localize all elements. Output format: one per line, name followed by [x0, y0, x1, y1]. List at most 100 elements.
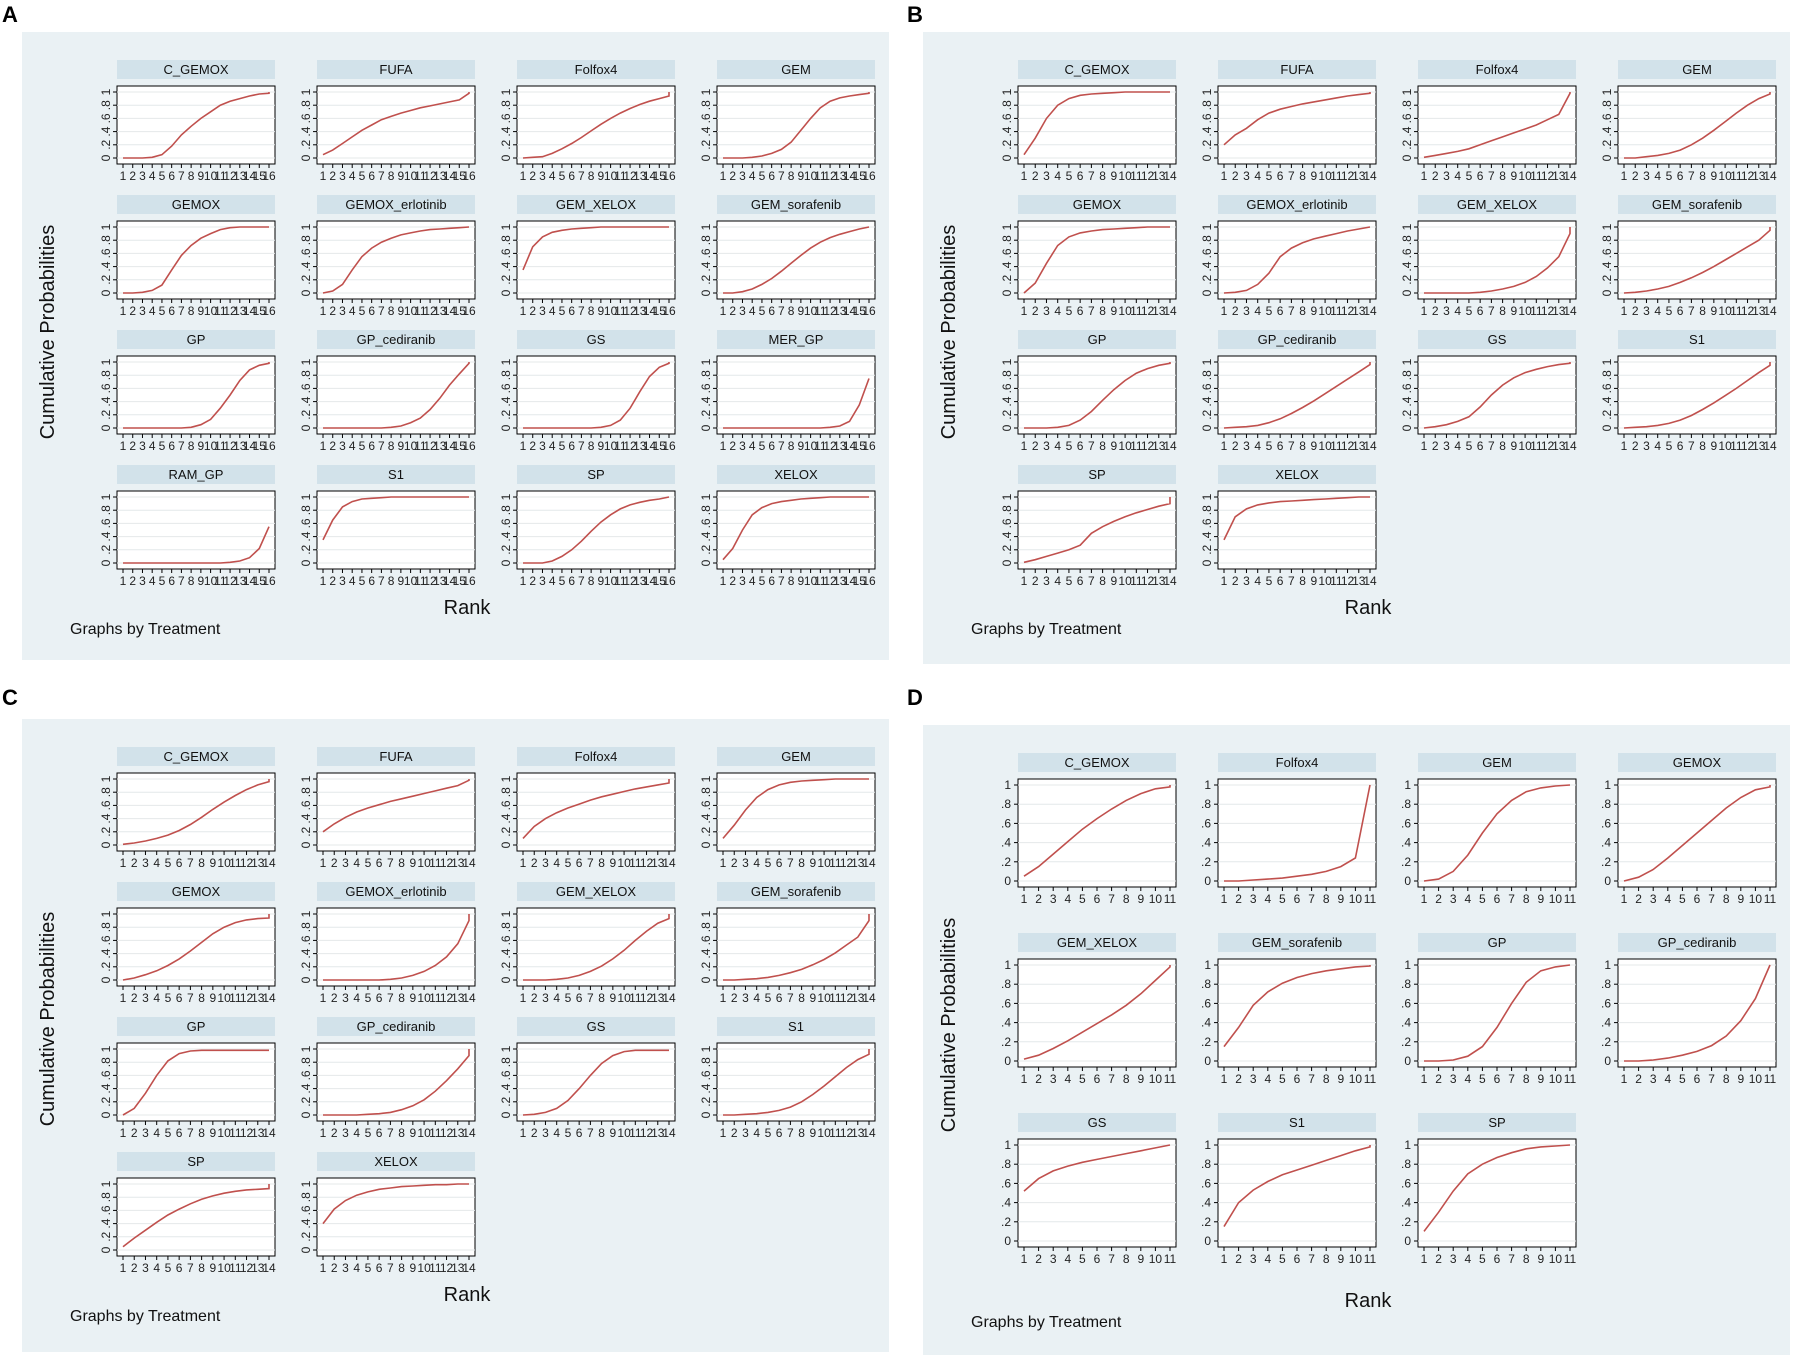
subplot-title: GS	[587, 1019, 606, 1034]
x-tick-label: 3	[739, 439, 746, 453]
x-tick-label: 13	[233, 439, 247, 453]
x-tick-label: 2	[1435, 892, 1442, 906]
x-tick-label: 10	[1349, 1072, 1363, 1086]
series-line	[722, 778, 869, 839]
y-tick-label: 0	[499, 154, 513, 161]
y-tick-label: .2	[299, 544, 313, 554]
y-tick-label: .6	[1601, 816, 1611, 830]
y-tick-label: 1	[699, 223, 713, 230]
x-tick-label: 10	[1718, 169, 1732, 183]
subplot-title: FUFA	[379, 749, 413, 764]
x-tick-label: 1	[1221, 1072, 1228, 1086]
y-tick-label: 1	[699, 910, 713, 917]
plot-area	[716, 85, 876, 165]
x-tick-label: 12	[1741, 439, 1755, 453]
x-tick-label: 4	[153, 856, 160, 870]
y-tick-label: 1	[1604, 778, 1611, 792]
x-tick-label: 2	[329, 169, 336, 183]
x-tick-label: 15	[853, 304, 867, 318]
x-tick-label: 9	[1511, 439, 1518, 453]
x-tick-label: 8	[1499, 439, 1506, 453]
x-tick-label: 3	[742, 1126, 749, 1140]
x-tick-label: 12	[1541, 169, 1555, 183]
x-tick-label: 13	[451, 1261, 465, 1275]
series-line	[723, 1049, 870, 1116]
y-tick-label: .4	[1201, 1016, 1211, 1030]
x-tick-label: 10	[417, 856, 431, 870]
x-tick-label: 14	[1563, 169, 1577, 183]
subplot-title: SP	[1488, 1115, 1505, 1130]
series-line	[322, 779, 470, 833]
x-tick-label: 6	[168, 439, 175, 453]
x-tick-label: 5	[159, 304, 166, 318]
y-tick-label: .4	[299, 948, 313, 958]
series-line	[1224, 784, 1371, 882]
x-tick-label: 5	[159, 169, 166, 183]
x-tick-label: 10	[617, 991, 631, 1005]
x-tick-label: 5	[365, 991, 372, 1005]
x-tick-label: 1	[1021, 304, 1028, 318]
subplot-title-bar	[517, 882, 675, 901]
x-tick-label: 1	[320, 304, 327, 318]
y-tick-label: .4	[299, 531, 313, 541]
x-tick-label: 6	[368, 439, 375, 453]
x-tick-label: 16	[262, 439, 276, 453]
y-tick-label: 0	[299, 1246, 313, 1253]
x-tick-label: 14	[643, 439, 657, 453]
y-tick-label: .2	[1600, 274, 1614, 284]
x-tick-label: 4	[1254, 304, 1261, 318]
x-tick-label: 8	[1323, 1252, 1330, 1266]
subplot-title-bar	[1218, 195, 1376, 214]
x-tick-label: 12	[240, 856, 254, 870]
subplot-title: Folfox4	[575, 749, 618, 764]
y-tick-label: .6	[699, 1070, 713, 1080]
x-tick-label: 1	[320, 574, 327, 588]
x-tick-label: 4	[1654, 304, 1661, 318]
subplot-title-bar	[317, 195, 475, 214]
subplot-title: GP	[1488, 935, 1507, 950]
x-tick-label: 2	[1632, 169, 1639, 183]
y-tick-label: .2	[1601, 855, 1611, 869]
y-tick-label: 0	[99, 424, 113, 431]
y-tick-label: .6	[1401, 1176, 1411, 1190]
x-tick-label: 9	[610, 991, 617, 1005]
subplot-title-bar	[717, 465, 875, 484]
x-tick-label: 8	[398, 1126, 405, 1140]
y-tick-label: .2	[1200, 409, 1214, 419]
x-tick-label: 5	[1279, 1072, 1286, 1086]
x-tick-label: 4	[1264, 1252, 1271, 1266]
subplot-title: GP_cediranib	[1658, 935, 1737, 950]
y-tick-label: .8	[1001, 1157, 1011, 1171]
x-tick-label: 14	[243, 304, 257, 318]
x-tick-label: 2	[1032, 574, 1039, 588]
x-tick-label: 5	[1466, 439, 1473, 453]
subplot-title: GP_cediranib	[357, 1019, 436, 1034]
x-tick-label: 11	[1130, 304, 1143, 318]
x-tick-label: 4	[1654, 169, 1661, 183]
x-tick-label: 8	[788, 169, 795, 183]
y-tick-label: .4	[1401, 836, 1411, 850]
plot-area	[1017, 778, 1177, 888]
y-tick-label: 1	[1200, 358, 1214, 365]
x-tick-label: 2	[131, 1261, 138, 1275]
subplot-title-bar	[717, 330, 875, 349]
x-axis-label: Rank	[444, 597, 492, 619]
x-tick-label: 14	[1163, 439, 1177, 453]
y-tick-label: .8	[499, 1057, 513, 1067]
x-tick-label: 1	[120, 439, 127, 453]
x-tick-label: 3	[1650, 892, 1657, 906]
y-tick-label: .8	[1001, 797, 1011, 811]
y-tick-label: .8	[299, 505, 313, 515]
x-tick-label: 11	[414, 439, 427, 453]
x-tick-label: 6	[1094, 1252, 1101, 1266]
x-tick-label: 8	[598, 1126, 605, 1140]
x-tick-label: 2	[329, 439, 336, 453]
y-tick-label: 1	[99, 88, 113, 95]
x-tick-label: 5	[165, 856, 172, 870]
x-tick-label: 14	[862, 991, 876, 1005]
x-tick-label: 11	[629, 856, 642, 870]
y-tick-label: 0	[699, 976, 713, 983]
